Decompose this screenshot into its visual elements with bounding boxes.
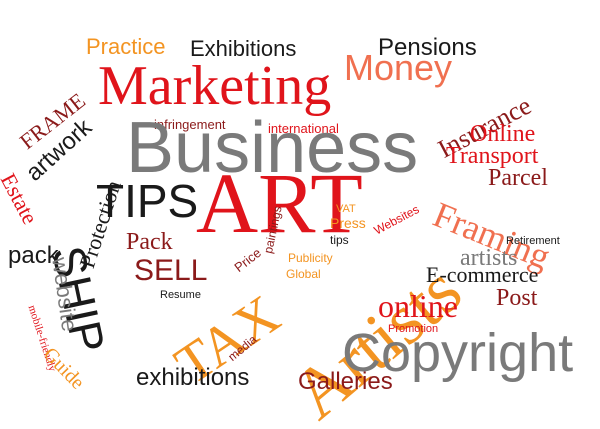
word-art: ART [196,155,363,251]
word-tips-small: tips [330,233,349,247]
word-parcel: Parcel [488,165,548,191]
word-press: Press [330,215,366,231]
word-tips-big: TIPS [96,175,199,227]
word-online-mid: online [378,288,458,324]
word-exhibitions-top: Exhibitions [190,36,297,61]
word-e-commerce: E-commerce [426,262,539,287]
word-practice: Practice [86,34,166,59]
word-exhibitions-bottom: exhibitions [136,364,250,391]
word-promotion: Promotion [388,323,439,335]
word-online-top: Online [470,121,536,147]
word-websites: Websites [371,202,422,238]
word-global: Global [286,267,321,281]
word-money: Money [344,47,453,88]
word-business: Business [126,108,419,188]
word-transport: Transport [446,143,539,169]
word-pack-big: Pack [126,229,173,255]
word-resume: Resume [160,289,201,301]
word-vat: VAT [336,203,356,215]
word-retirement: Retirement [506,235,560,247]
word-pack-small: pack [8,242,59,269]
word-sell: SELL [134,254,208,287]
word-pensions: Pensions [378,34,477,61]
word-copyright: Copyright [342,323,574,383]
word-publicity: Publicity [288,251,333,265]
word-infringement: infringement [154,117,226,132]
word-post: Post [496,285,538,311]
word-marketing: Marketing [98,55,332,117]
word-galleries: Galleries [298,368,393,395]
word-international: international [268,121,339,136]
word-artists-small: artists [460,245,518,271]
